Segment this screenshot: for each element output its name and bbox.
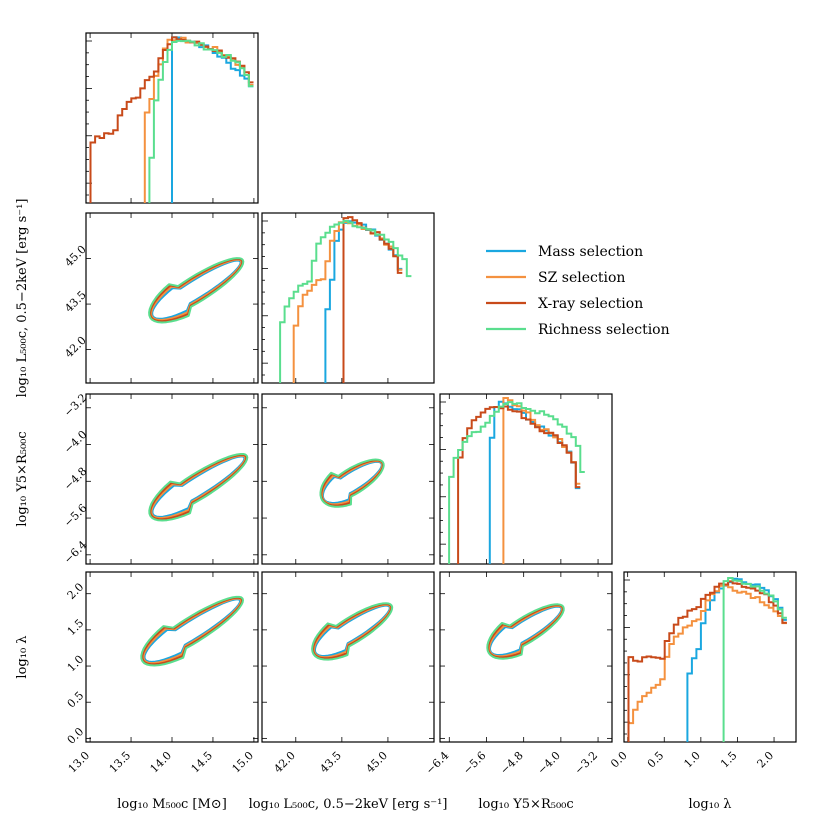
y-tick-label: −4.8 [61, 465, 89, 493]
contour-sz-selection [313, 603, 392, 659]
panel-frame [85, 393, 259, 565]
y-axis-label-row3: log₁₀ λ [15, 635, 30, 678]
panel-rich-rich: 0.0 0.5 1.0 1.5 2.0 [608, 571, 797, 771]
panel-mass-ysz: −6.4 −5.6 −4.8 −4.0 −3.2 [61, 391, 259, 566]
x-axis-label-mass: log₁₀ M₅₀₀c [M⊙] [117, 797, 227, 812]
hist-sz-selection [502, 397, 581, 564]
x-tick-label: −4.0 [535, 749, 563, 777]
y-tick-label: −5.6 [61, 502, 89, 530]
y-tick-label: −4.0 [61, 428, 89, 456]
panel-ysz-rich: −6.4 −5.6 −4.8 −4.0 −3.2 [423, 571, 613, 777]
hist-richness-selection [722, 577, 787, 742]
x-tick-label: −6.4 [423, 749, 451, 777]
panel-frame [85, 212, 259, 384]
x-tick-label: 43.5 [317, 749, 344, 776]
x-tick-label: −5.6 [461, 749, 489, 777]
x-tick-label: 0.0 [608, 749, 630, 771]
panel-frame [261, 393, 435, 565]
contour-x-ray-selection [149, 453, 248, 521]
x-tick-label: −4.8 [498, 749, 526, 777]
x-tick-label: 0.5 [645, 749, 667, 771]
hist-sz-selection [627, 584, 787, 742]
hist-richness-selection [279, 219, 412, 383]
hist-mass-selection [686, 577, 787, 742]
panel-lum-lum [261, 212, 435, 384]
x-axis-label-rich: log₁₀ λ [688, 797, 731, 812]
y-tick-label: 2.0 [65, 580, 87, 602]
hist-sz-selection [292, 221, 403, 383]
x-tick-label: 2.0 [755, 749, 777, 771]
y-tick-label: 43.5 [62, 288, 89, 315]
legend-label: Mass selection [538, 244, 643, 260]
hist-richness-selection [448, 401, 585, 564]
y-axis-label-row1: log₁₀ L₅₀₀c, 0.5−2keV [erg s⁻¹] [15, 199, 30, 398]
contour-richness-selection [140, 595, 244, 667]
contour-richness-selection [486, 603, 565, 660]
panel-frame [261, 212, 435, 384]
panel-ysz-ysz [439, 393, 613, 565]
x-tick-label: 42.0 [271, 749, 298, 776]
x-tick-label: 1.5 [718, 749, 740, 771]
contour-mass-selection [489, 605, 563, 656]
contour-sz-selection [488, 604, 564, 658]
panel-mass-rich: 13.0 13.5 14.0 14.5 15.0 0.0 0.5 1.0 1.5 2.0 [65, 571, 259, 776]
x-tick-label: 13.0 [66, 749, 93, 776]
legend: Mass selection SZ selection X-ray selectio… [486, 244, 670, 338]
hist-x-ray-selection [342, 216, 403, 383]
y-axis-label-row2: log₁₀ Y5×R₅₀₀c [15, 431, 30, 526]
y-tick-label: −3.2 [61, 391, 89, 419]
panel-mass-mass [85, 32, 259, 204]
x-tick-label: 14.5 [189, 749, 216, 776]
legend-label: X-ray selection [538, 296, 643, 312]
panel-lum-ysz [261, 393, 435, 565]
panel-lum-rich: 42.0 43.5 45.0 [261, 571, 435, 776]
panel-frame [261, 571, 435, 743]
contour-richness-selection [148, 453, 249, 522]
x-tick-label: −3.2 [572, 749, 600, 777]
x-tick-label: 13.5 [107, 749, 134, 776]
x-tick-label: 15.0 [230, 749, 257, 776]
contour-richness-selection [311, 602, 394, 661]
hist-x-ray-selection [457, 405, 581, 564]
y-tick-label: 45.0 [62, 243, 89, 270]
panel-frame [623, 571, 797, 743]
contour-sz-selection [142, 597, 243, 665]
y-tick-label: 0.0 [65, 725, 87, 747]
legend-label: SZ selection [538, 270, 625, 286]
x-tick-label: 1.0 [681, 749, 703, 771]
panel-frame [439, 393, 613, 565]
y-tick-label: −6.4 [61, 538, 89, 566]
contour-sz-selection [150, 454, 247, 519]
y-tick-label: 1.0 [65, 653, 87, 675]
y-tick-label: 0.5 [65, 689, 87, 711]
x-axis-label-lum: log₁₀ L₅₀₀c, 0.5−2keV [erg s⁻¹] [249, 797, 448, 812]
contour-richness-selection [319, 458, 385, 508]
hist-richness-selection [148, 39, 254, 203]
contour-x-ray-selection [141, 596, 244, 666]
x-axis-label-ysz: log₁₀ Y5×R₅₀₀c [478, 797, 573, 812]
panel-frame [439, 571, 613, 743]
panel-mass-lum: 42.0 43.5 45.0 [62, 212, 259, 384]
y-tick-label: 42.0 [62, 334, 89, 361]
legend-label: Richness selection [538, 322, 670, 338]
x-tick-label: 14.0 [148, 749, 175, 776]
contour-mass-selection [143, 598, 242, 663]
contour-richness-selection [148, 257, 245, 324]
hist-x-ray-selection [627, 580, 787, 742]
y-tick-label: 1.5 [65, 617, 87, 639]
hist-mass-selection [171, 36, 254, 203]
x-tick-label: 45.0 [364, 749, 391, 776]
